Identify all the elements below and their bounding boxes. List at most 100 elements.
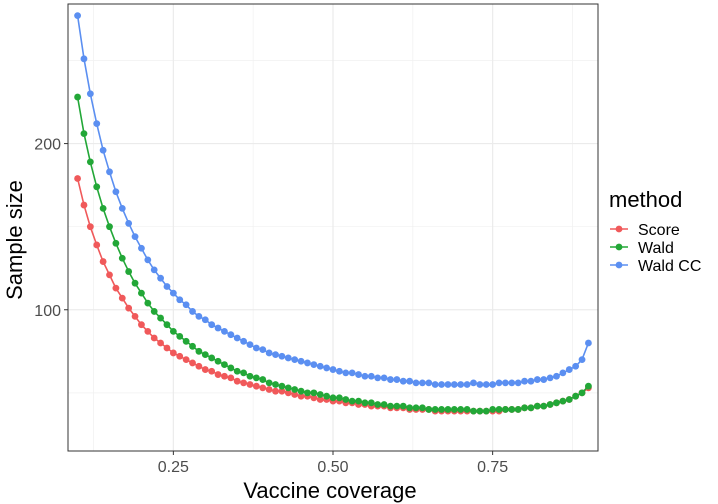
data-point-wald-cc: [342, 369, 350, 377]
y-tick-label: 200: [34, 137, 61, 154]
data-point-wald: [476, 407, 484, 415]
data-point-wald: [272, 381, 279, 388]
data-point-score: [291, 391, 299, 398]
data-point-wald: [157, 314, 164, 322]
data-point-wald: [246, 372, 254, 380]
data-point-score: [265, 386, 273, 393]
data-point-score: [297, 392, 305, 400]
series-layer: [74, 12, 592, 415]
data-point-wald-cc: [578, 356, 586, 364]
data-point-score: [112, 284, 120, 292]
data-point-wald: [138, 289, 145, 297]
data-point-wald-cc: [99, 146, 107, 154]
data-point-wald-cc: [150, 266, 158, 274]
data-point-wald: [227, 364, 235, 372]
data-point-wald: [565, 396, 573, 403]
y-tick-label: 100: [34, 303, 61, 320]
data-point-wald-cc: [265, 349, 273, 357]
data-point-wald-cc: [463, 381, 471, 388]
data-point-score: [144, 327, 152, 335]
axis-ticks: 0.25 0.50 0.75 100 200: [34, 137, 508, 476]
data-point-score: [169, 349, 177, 357]
legend-key-point-wald-cc: [615, 261, 623, 269]
data-point-wald-cc: [138, 244, 145, 252]
data-point-wald: [463, 406, 471, 413]
data-point-wald: [150, 308, 158, 315]
data-point-wald: [291, 386, 299, 393]
data-point-wald: [450, 406, 458, 413]
data-point-wald: [572, 392, 580, 400]
data-point-wald-cc: [252, 344, 260, 352]
data-point-score: [227, 374, 235, 382]
data-point-wald-cc: [533, 376, 541, 383]
data-point-score: [182, 356, 190, 364]
data-point-wald-cc: [80, 55, 88, 63]
data-point-wald-cc: [214, 324, 222, 332]
data-point-wald: [106, 223, 113, 231]
data-point-wald-cc: [310, 361, 318, 368]
data-point-wald-cc: [450, 381, 458, 388]
data-point-wald-cc: [457, 381, 465, 388]
data-point-wald-cc: [189, 308, 196, 315]
data-point-score: [316, 396, 324, 403]
data-point-wald-cc: [125, 219, 133, 227]
data-point-wald-cc: [227, 331, 235, 339]
data-point-wald: [144, 299, 152, 307]
data-point-wald: [93, 183, 101, 191]
data-point-wald: [533, 402, 541, 410]
data-point-score: [208, 367, 216, 375]
data-point-wald-cc: [508, 379, 516, 387]
data-point-wald: [86, 158, 94, 166]
data-point-wald: [393, 402, 401, 410]
data-point-score: [138, 321, 145, 329]
data-point-wald-cc: [131, 233, 139, 241]
data-point-wald: [585, 382, 592, 390]
data-point-wald: [304, 389, 311, 397]
series-wald-cc: [74, 12, 592, 388]
data-point-score: [99, 258, 107, 265]
data-point-wald-cc: [540, 376, 548, 383]
data-point-wald-cc: [278, 352, 286, 360]
data-point-wald-cc: [291, 356, 299, 364]
data-point-wald-cc: [470, 379, 477, 387]
data-point-wald: [489, 406, 497, 413]
data-point-wald-cc: [157, 274, 164, 282]
data-point-wald-cc: [482, 381, 490, 388]
data-point-wald-cc: [425, 379, 433, 387]
data-point-wald: [495, 406, 503, 413]
legend-key-point-wald: [615, 243, 623, 251]
data-point-wald: [559, 397, 567, 405]
data-point-wald: [412, 404, 420, 412]
legend-key-point-score: [615, 225, 623, 233]
data-point-wald-cc: [387, 376, 394, 383]
data-point-wald-cc: [316, 362, 324, 370]
data-point-wald-cc: [323, 364, 331, 372]
y-axis-title: Sample size: [2, 180, 27, 300]
data-point-wald-cc: [572, 362, 580, 370]
data-point-score: [118, 294, 126, 302]
data-point-score: [246, 381, 254, 388]
x-tick-label: 0.25: [158, 459, 189, 476]
data-point-wald-cc: [399, 377, 407, 385]
data-point-wald: [470, 407, 477, 415]
data-point-score: [259, 384, 267, 392]
data-point-wald: [265, 379, 273, 387]
data-point-wald-cc: [118, 204, 126, 212]
data-point-wald: [342, 396, 350, 403]
data-point-wald: [118, 254, 126, 262]
data-point-wald-cc: [521, 377, 528, 385]
data-point-wald: [431, 406, 439, 413]
data-point-wald: [438, 406, 445, 413]
data-point-wald: [208, 354, 216, 362]
data-point-wald-cc: [86, 90, 94, 98]
legend-title: method: [609, 187, 682, 212]
data-point-wald: [125, 268, 133, 275]
data-point-wald-cc: [329, 366, 337, 373]
data-point-wald-cc: [240, 337, 248, 345]
data-point-wald-cc: [259, 346, 267, 354]
data-point-wald: [259, 376, 267, 383]
data-point-wald: [284, 384, 292, 392]
data-point-wald-cc: [361, 372, 369, 380]
data-point-score: [176, 352, 184, 360]
